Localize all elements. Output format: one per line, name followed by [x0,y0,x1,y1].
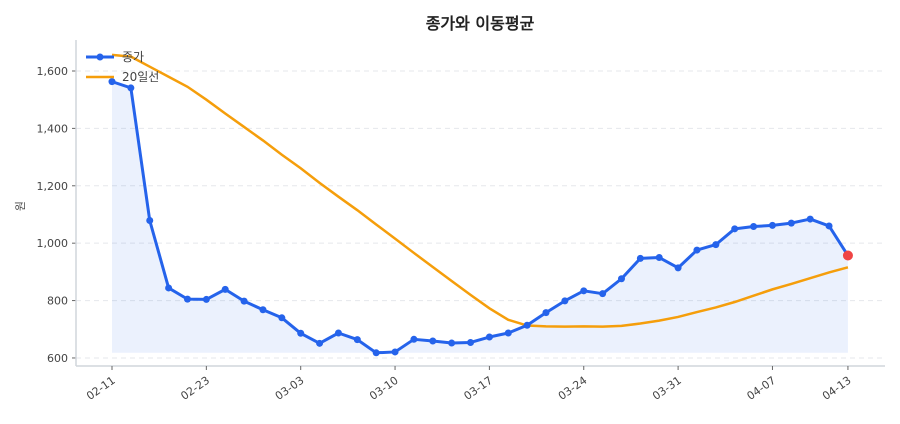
close-point [806,215,814,223]
close-point [316,339,324,347]
close-point [183,295,191,303]
close-point [334,329,342,337]
close-point [542,309,550,317]
close-point [655,254,663,262]
x-tick-label: 03-24 [556,374,590,403]
close-point [825,222,833,230]
y-tick-label: 1,200 [37,180,69,193]
close-point [127,84,135,92]
x-tick-label: 03-03 [273,374,307,403]
legend-label-ma20: 20일선 [122,70,159,84]
close-point [353,336,361,344]
close-point [768,221,776,229]
legend: 종가 20일선 [86,50,159,84]
x-tick-label: 03-31 [650,374,684,403]
close-point [617,275,625,283]
close-point [693,246,701,254]
legend-marker-close [96,53,104,61]
close-point [240,297,248,305]
close-line [111,80,850,355]
close-point [146,217,154,225]
close-point [599,290,607,298]
x-tick-label: 03-17 [461,374,495,403]
close-point [278,314,286,322]
y-tick-label: 1,400 [37,122,69,135]
y-tick-label: 600 [47,352,68,365]
close-point [165,284,173,292]
close-area-fill [112,81,848,353]
close-point [467,338,475,346]
close-point [485,333,493,341]
x-tick-label: 03-10 [367,374,401,403]
close-point [580,287,588,295]
x-tick-label: 02-11 [84,374,118,403]
close-point [523,321,531,329]
close-point [504,329,512,337]
legend-label-close: 종가 [122,50,144,64]
ma20-line [111,53,849,328]
x-tick-label: 04-13 [820,374,854,403]
chart-title: 종가와 이동평균 [426,14,535,33]
close-point [221,285,229,293]
close-point [372,349,380,357]
y-tick-label: 1,000 [37,237,69,250]
close-point [429,337,437,345]
close-point [674,264,682,272]
close-point [750,223,758,231]
x-tick-label: 04-07 [745,374,779,403]
y-tick-label: 800 [47,295,68,308]
close-point [561,297,569,305]
close-point [787,219,795,227]
close-last-point [842,250,853,261]
close-point [391,348,399,356]
close-point [448,339,456,347]
close-point [731,225,739,233]
close-point [108,78,116,86]
y-axis-label: 원 [14,201,27,211]
close-point [259,306,267,314]
close-point [712,241,720,249]
close-point [297,329,305,337]
x-tick-label: 02-23 [178,374,212,403]
y-tick-label: 1,600 [37,65,69,78]
close-point [410,335,418,343]
close-point [636,254,644,262]
close-point [202,295,210,303]
